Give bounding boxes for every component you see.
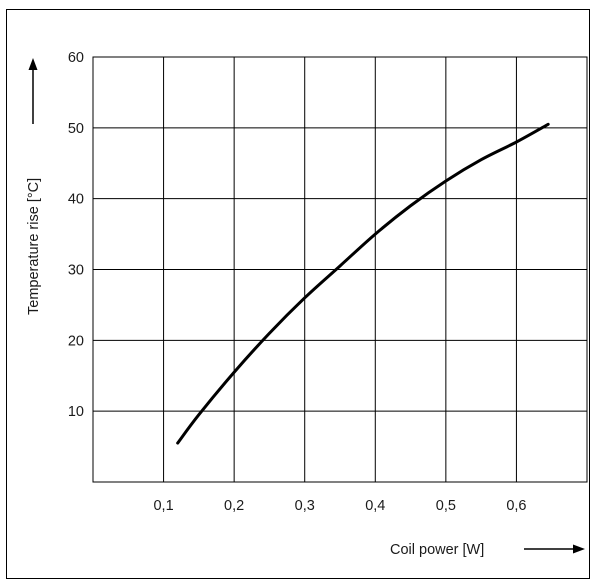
x-axis-ticks: 0,1 0,2 0,3 0,4 0,5 0,6 — [153, 498, 526, 514]
plot-area — [92, 56, 588, 483]
series-line — [176, 122, 550, 445]
y-tick-label: 20 — [68, 333, 84, 349]
x-tick-label: 0,6 — [506, 498, 526, 514]
x-tick-label: 0,4 — [365, 498, 385, 514]
y-tick-label: 40 — [68, 192, 84, 208]
x-tick-label: 0,5 — [436, 498, 456, 514]
y-tick-label: 30 — [68, 263, 84, 279]
y-tick-label: 50 — [68, 121, 84, 137]
y-tick-label: 60 — [68, 50, 84, 66]
x-tick-label: 0,2 — [224, 498, 244, 514]
x-axis-arrow-icon — [524, 544, 585, 554]
y-axis-arrow-icon — [28, 58, 38, 124]
chart-frame — [6, 9, 590, 579]
grid — [93, 56, 587, 482]
x-tick-label: 0,1 — [153, 498, 173, 514]
x-tick-label: 0,3 — [295, 498, 315, 514]
y-axis-label: Temperature rise [°C] — [26, 178, 42, 315]
y-tick-label: 10 — [68, 404, 84, 420]
y-axis-ticks: 10 20 30 40 50 60 — [68, 50, 84, 420]
x-axis-label: Coil power [W] — [390, 542, 484, 558]
